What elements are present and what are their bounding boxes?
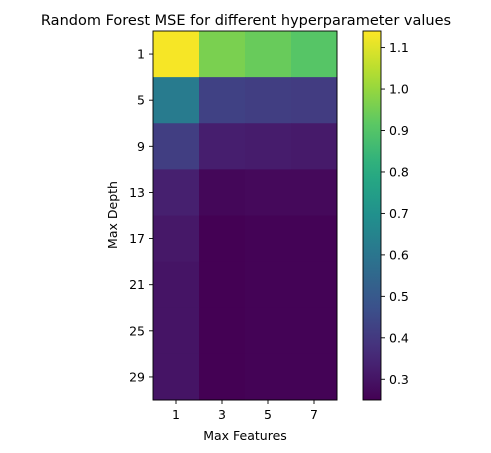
y-tick-label: 25 [129,323,145,338]
colorbar-tick-label: 0.7 [389,206,409,221]
heatmap-cell [199,169,246,216]
heatmap-cell [245,169,292,216]
x-tick-label: 5 [264,407,272,422]
heatmap-cells [153,31,338,401]
y-tick-label: 21 [129,277,145,292]
colorbar-tick-label: 0.6 [389,247,409,262]
heatmap-cell [291,77,338,124]
heatmap-cell [199,123,246,170]
heatmap-cell [153,353,200,401]
heatmap-frame [152,30,338,401]
y-axis-ticks: 1 5 9 13 17 21 25 29 [129,47,153,384]
colorbar-tick-label: 1.0 [389,82,409,97]
heatmap-cell [245,307,292,355]
heatmap-cell [153,169,200,216]
colorbar-tick-label: 0.3 [389,372,409,387]
heatmap-cell [199,353,246,401]
heatmap-cell [291,261,338,309]
heatmap-cell [291,123,338,170]
x-tick-label: 7 [310,407,318,422]
chart-title: Random Forest MSE for different hyperpar… [41,13,451,29]
heatmap-cell [153,77,200,124]
y-tick-label: 1 [137,47,145,62]
y-tick-label: 17 [129,231,145,246]
y-axis-label: Max Depth [105,181,120,249]
colorbar-ticks: 0.3 0.4 0.5 0.6 0.7 0.8 0.9 1.0 1.1 [381,40,409,387]
heatmap-cell [291,169,338,216]
x-tick-label: 3 [218,407,226,422]
heatmap-cell [291,307,338,355]
heatmap-cell [153,307,200,355]
heatmap-cell [245,31,292,78]
y-tick-label: 9 [137,139,145,154]
heatmap-cell [245,261,292,309]
heatmap-cell [199,215,246,263]
colorbar-tick-label: 0.9 [389,123,409,138]
heatmap-cell [291,353,338,401]
y-tick-label: 29 [129,369,145,384]
y-tick-label: 5 [137,93,145,108]
heatmap-cell [245,215,292,263]
heatmap-cell [153,215,200,263]
heatmap-cell [153,123,200,170]
x-tick-label: 1 [172,407,180,422]
y-tick-label: 13 [129,185,145,200]
colorbar-tick-label: 0.8 [389,164,409,179]
heatmap-cell [199,31,246,78]
colorbar-tick-label: 0.5 [389,289,409,304]
heatmap-cell [199,307,246,355]
x-axis-ticks: 1 3 5 7 [172,400,318,422]
heatmap-cell [291,215,338,263]
heatmap-cell [245,123,292,170]
x-axis-label: Max Features [203,428,287,443]
heatmap-cell [153,261,200,309]
colorbar [362,30,382,401]
colorbar-tick-label: 1.1 [389,40,409,55]
colorbar-tick-label: 0.4 [389,330,409,345]
heatmap-cell [245,353,292,401]
heatmap-cell [245,77,292,124]
heatmap-cell [153,31,200,78]
heatmap-cell [199,261,246,309]
heatmap-cell [199,77,246,124]
heatmap-cell [291,31,338,78]
